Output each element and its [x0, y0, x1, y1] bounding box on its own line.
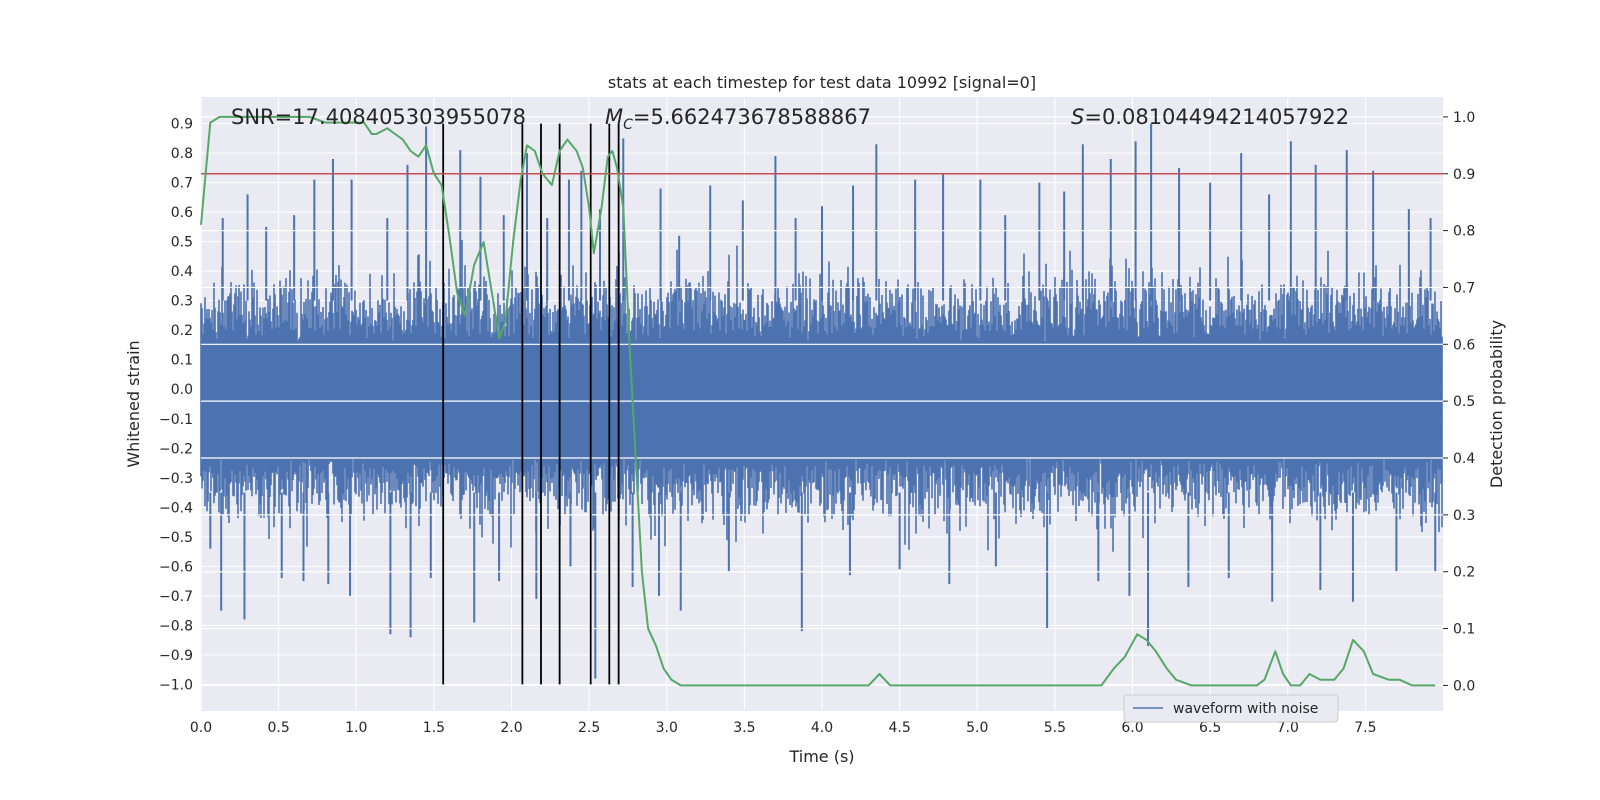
- y-tick-label-left: 0.4: [171, 264, 193, 280]
- chirp-mass-subscript: C: [623, 117, 633, 133]
- axis-ticks: 0.0 0.5 1.0 1.5 2.0 2.5 3.0 3.5 4.0 4.5 5.0 5.5 6.0 6…: [159, 110, 1475, 736]
- y-tick-label-right: 0.9: [1453, 167, 1475, 183]
- x-tick-label: 7.0: [1277, 720, 1299, 736]
- x-tick-label: 5.5: [1044, 720, 1066, 736]
- snr-annotation: SNR=17.408405303955078: [231, 105, 526, 129]
- y-tick-label-right: 0.5: [1453, 394, 1475, 410]
- y-tick-label-left: −0.6: [159, 559, 193, 575]
- waveform-trace: [200, 123, 1443, 679]
- y-tick-label-left: −0.1: [159, 412, 193, 428]
- y-tick-label-left: −0.4: [159, 500, 193, 516]
- legend-frame: [1123, 694, 1339, 723]
- legend: waveform with noise: [1123, 694, 1339, 723]
- detection-probability-line: [200, 115, 1436, 687]
- x-tick-label: 3.5: [733, 720, 755, 736]
- y-tick-label-left: 0.2: [171, 323, 193, 339]
- chirp-mass-value: =5.662473678588867: [633, 105, 871, 129]
- x-tick-label: 4.5: [888, 720, 910, 736]
- y-tick-label-left: −1.0: [159, 677, 193, 693]
- chirp-mass-annotation: MC=5.662473678588867: [605, 105, 871, 133]
- y-tick-label-left: −0.5: [159, 530, 193, 546]
- s-stat-symbol: S: [1071, 105, 1084, 129]
- x-axis-label: Time (s): [788, 747, 854, 766]
- y-tick-label-left: 0.3: [171, 294, 193, 310]
- x-tick-label: 6.5: [1199, 720, 1221, 736]
- y-tick-label-left: 0.9: [171, 117, 193, 133]
- y-tick-label-left: 0.1: [171, 353, 193, 369]
- chart-title: stats at each timestep for test data 109…: [608, 73, 1036, 92]
- x-tick-label: 1.5: [423, 720, 445, 736]
- y-tick-label-right: 0.3: [1453, 508, 1475, 524]
- y-tick-label-left: 0.6: [171, 205, 193, 221]
- s-stat-value: =0.08104494214057922: [1084, 105, 1349, 129]
- y-tick-label-right: 0.0: [1453, 678, 1475, 694]
- x-tick-label: 3.0: [656, 720, 678, 736]
- y-tick-label-left: −0.9: [159, 648, 193, 664]
- chirp-mass-symbol: M: [605, 105, 623, 129]
- x-tick-label: 2.0: [500, 720, 522, 736]
- y-tick-label-left: 0.5: [171, 235, 193, 251]
- y-axis-label-left: Whitened strain: [124, 340, 143, 467]
- y-tick-label-left: −0.3: [159, 471, 193, 487]
- legend-label: waveform with noise: [1173, 701, 1318, 717]
- y-tick-label-right: 0.7: [1453, 280, 1475, 296]
- y-tick-label-right: 0.8: [1453, 224, 1475, 240]
- x-tick-label: 2.5: [578, 720, 600, 736]
- y-tick-label-right: 0.1: [1453, 622, 1475, 638]
- detection-probability: [200, 115, 1436, 687]
- x-tick-label: 6.0: [1121, 720, 1143, 736]
- s-stat-annotation: S=0.08104494214057922: [1071, 105, 1349, 129]
- x-tick-label: 4.0: [811, 720, 833, 736]
- y-tick-label-left: −0.8: [159, 618, 193, 634]
- y-tick-label-left: −0.2: [159, 441, 193, 457]
- x-tick-label: 1.0: [345, 720, 367, 736]
- x-tick-label: 0.5: [267, 720, 289, 736]
- y-tick-label-right: 0.6: [1453, 337, 1475, 353]
- x-tick-label: 5.0: [966, 720, 988, 736]
- y-tick-label-right: 0.4: [1453, 451, 1475, 467]
- y-tick-label-left: 0.0: [171, 382, 193, 398]
- y-tick-label-left: 0.7: [171, 176, 193, 192]
- y-tick-label-right: 1.0: [1453, 110, 1475, 126]
- x-tick-label: 0.0: [190, 720, 212, 736]
- y-tick-label-left: 0.8: [171, 146, 193, 162]
- x-tick-label: 7.5: [1354, 720, 1376, 736]
- y-axis-label-right: Detection probability: [1487, 320, 1506, 488]
- y-tick-label-right: 0.2: [1453, 565, 1475, 581]
- y-tick-label-left: −0.7: [159, 589, 193, 605]
